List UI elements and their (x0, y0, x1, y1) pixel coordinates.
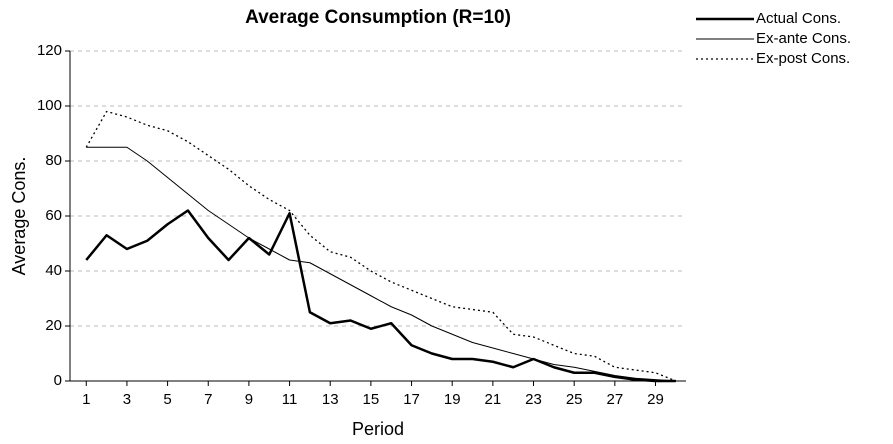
x-tick-label: 27 (607, 391, 624, 408)
y-tick-label: 60 (45, 207, 62, 224)
x-tick-label: 15 (363, 391, 380, 408)
series-line (86, 146, 676, 382)
x-tick-label: 5 (163, 391, 171, 408)
legend-label: Ex-post Cons. (756, 50, 850, 67)
x-tick-label: 23 (525, 391, 542, 408)
y-tick-label: 120 (37, 42, 62, 59)
x-tick-label: 1 (82, 391, 90, 408)
x-tick-label: 25 (566, 391, 583, 408)
x-tick-label: 3 (123, 391, 131, 408)
x-tick-label: 13 (322, 391, 339, 408)
y-tick-label: 20 (45, 317, 62, 334)
x-tick-label: 11 (282, 391, 298, 408)
y-tick-label: 40 (45, 262, 62, 279)
y-tick-label: 80 (45, 152, 62, 169)
y-tick-label: 100 (37, 97, 62, 114)
x-axis-label: Period (352, 419, 404, 439)
chart-title: Average Consumption (R=10) (245, 7, 511, 28)
x-tick-label: 7 (204, 391, 212, 408)
x-tick-label: 29 (647, 391, 664, 408)
x-tick-label: 9 (245, 391, 253, 408)
series-line (85, 110, 677, 382)
x-tick-label: 17 (403, 391, 420, 408)
y-tick-label: 0 (54, 372, 62, 389)
series-line (85, 209, 676, 383)
y-axis-label: Average Cons. (9, 157, 29, 276)
legend-label: Actual Cons. (756, 10, 841, 27)
x-tick-label: 21 (485, 391, 502, 408)
legend-label: Ex-ante Cons. (756, 30, 851, 47)
x-tick-label: 19 (444, 391, 461, 408)
